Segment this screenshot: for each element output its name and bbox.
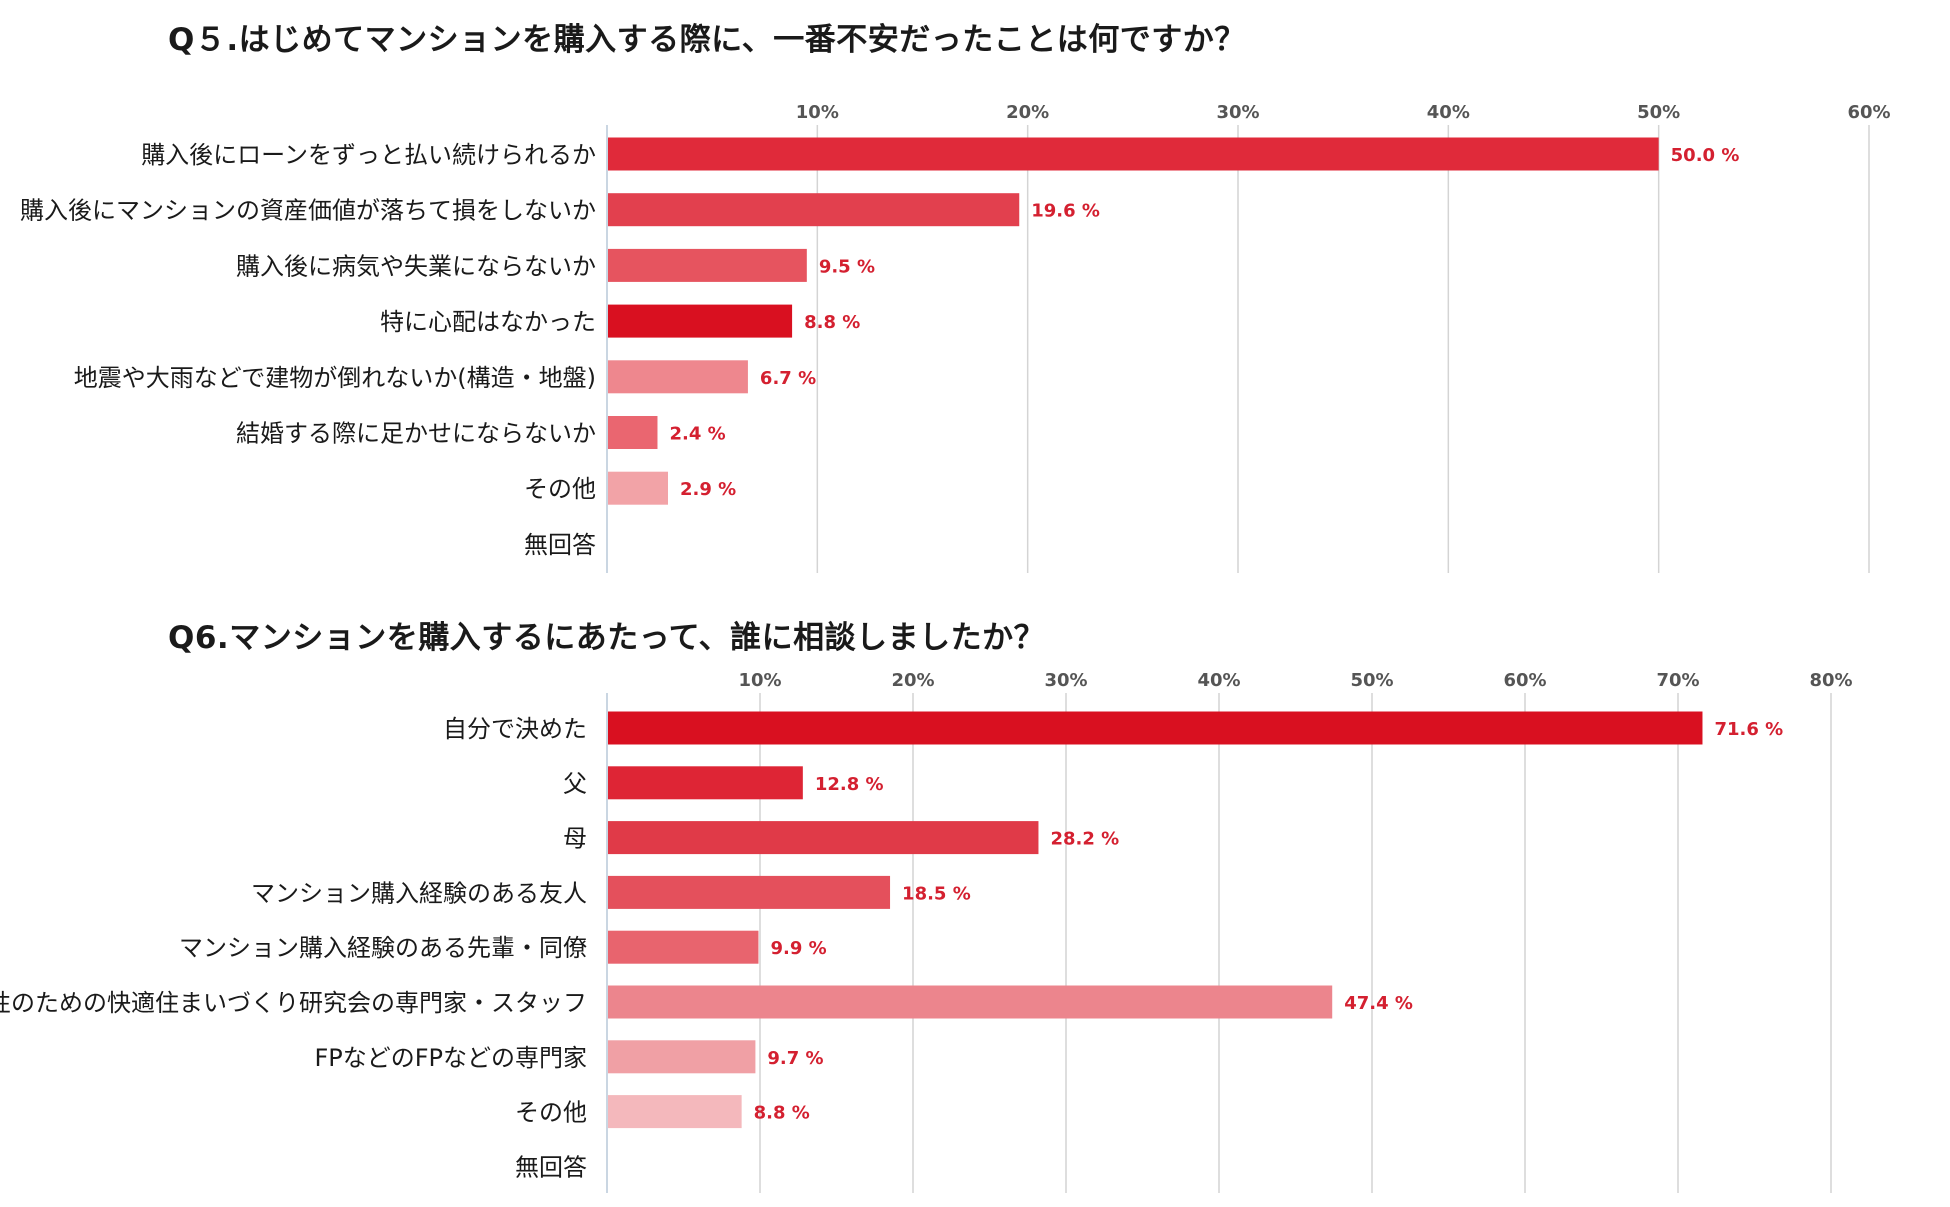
bar: [608, 193, 1020, 227]
bar: [608, 471, 668, 505]
category-label: 無回答: [515, 1153, 587, 1181]
tick-label: 50%: [1637, 102, 1680, 123]
tick-label: 40%: [1197, 670, 1240, 691]
tick-label: 10%: [738, 670, 781, 691]
value-label: 47.4 %: [1344, 993, 1413, 1014]
tick-label: 10%: [796, 102, 839, 123]
value-label: 9.7 %: [767, 1048, 823, 1069]
tick-label: 60%: [1847, 102, 1890, 123]
bar: [608, 1040, 756, 1074]
category-label: 無回答: [524, 531, 596, 559]
bar: [608, 1095, 742, 1129]
category-label: 結婚する際に足かせにならないか: [236, 420, 596, 448]
tick-label: 30%: [1044, 670, 1087, 691]
value-label: 19.6 %: [1031, 201, 1100, 222]
category-label: 母: [563, 825, 587, 853]
value-label: 9.5 %: [819, 256, 875, 277]
tick-label: 70%: [1656, 670, 1699, 691]
bar: [608, 137, 1659, 171]
bar: [608, 360, 748, 394]
bar: [608, 304, 793, 338]
bar: [608, 875, 891, 909]
category-label: 自分で決めた: [443, 715, 587, 743]
bar: [608, 711, 1703, 745]
tick-label: 40%: [1427, 102, 1470, 123]
value-label: 8.8 %: [804, 312, 860, 333]
category-label: 購入後にマンションの資産価値が落ちて損をしないか: [20, 197, 596, 225]
value-label: 18.5 %: [902, 883, 971, 904]
category-label: マンション購入経験のある友人: [251, 879, 587, 907]
tick-label: 20%: [891, 670, 934, 691]
tick-label: 30%: [1216, 102, 1259, 123]
tick-label: 80%: [1809, 670, 1852, 691]
bar: [608, 985, 1333, 1019]
value-label: 50.0 %: [1671, 145, 1740, 166]
value-label: 12.8 %: [815, 774, 884, 795]
bar-chart-q5: 10% 20% 30% 40% 50% 60% 購入後にローンをずっと払い続けられるか 50.…: [20, 102, 1891, 573]
value-label: 9.9 %: [770, 938, 826, 959]
value-label: 71.6 %: [1714, 719, 1783, 740]
category-label: 地震や大雨などで建物が倒れないか(構造・地盤): [74, 364, 596, 392]
bar: [608, 416, 658, 449]
bar: [608, 930, 759, 964]
value-label: 2.4 %: [669, 424, 725, 445]
value-label: 8.8 %: [754, 1103, 810, 1124]
chart-title-q6: Q6.マンションを購入するにあたって、誰に相談しましたか？: [168, 620, 1046, 656]
category-label: FPなどのFPなどの専門家: [314, 1044, 587, 1072]
value-label: 28.2 %: [1050, 829, 1119, 850]
tick-label: 60%: [1503, 670, 1546, 691]
bar: [608, 766, 803, 800]
category-label: その他: [515, 1099, 587, 1127]
tick-label: 20%: [1006, 102, 1049, 123]
category-label: その他: [524, 475, 596, 503]
category-label: 購入後に病気や失業にならないか: [236, 252, 596, 280]
tick-label: 50%: [1350, 670, 1393, 691]
category-label: 購入後にローンをずっと払い続けられるか: [141, 141, 596, 169]
category-label: 特に心配はなかった: [380, 308, 596, 336]
category-label: 女性のための快適住まいづくり研究会の専門家・スタッフ: [0, 989, 587, 1017]
category-label: マンション購入経験のある先輩・同僚: [179, 934, 587, 962]
bar: [608, 248, 807, 282]
chart-title-q5: Q５.はじめてマンションを購入する際に、一番不安だったことは何ですか？: [168, 22, 1246, 58]
value-label: 2.9 %: [680, 479, 736, 500]
bar: [608, 821, 1039, 855]
value-label: 6.7 %: [760, 368, 816, 389]
category-label: 父: [563, 770, 587, 798]
